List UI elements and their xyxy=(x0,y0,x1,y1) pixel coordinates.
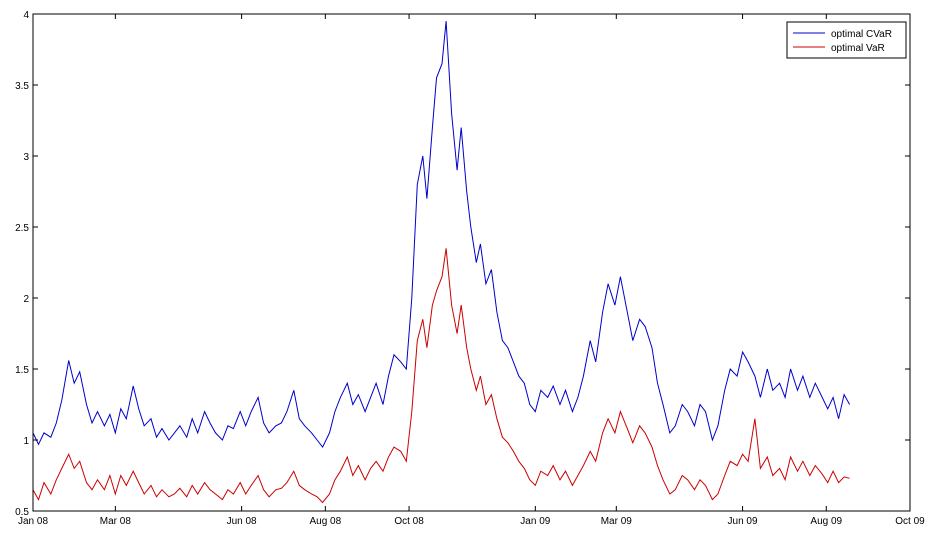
series-line-1 xyxy=(32,248,850,504)
x-tick-label: Jan 09 xyxy=(520,516,550,527)
legend-label-1: optimal VaR xyxy=(831,43,885,54)
x-tick-label: Oct 09 xyxy=(895,516,925,527)
legend-box xyxy=(786,21,907,59)
y-tick-label: 0.5 xyxy=(15,507,29,518)
legend-label-0: optimal CVaR xyxy=(831,29,892,40)
x-tick-label: Jan 08 xyxy=(18,516,48,527)
series-line-0 xyxy=(32,21,851,449)
y-tick-label: 3.5 xyxy=(15,81,29,92)
y-tick-label: 3 xyxy=(23,152,29,163)
x-tick-label: Mar 09 xyxy=(601,516,633,527)
y-tick-label: 4 xyxy=(23,10,29,21)
y-tick-label: 1.5 xyxy=(15,365,29,376)
x-tick-label: Oct 08 xyxy=(394,516,424,527)
legend: optimal CVaR optimal VaR xyxy=(786,21,907,59)
series-layer xyxy=(32,21,851,504)
x-tick-label: Jun 09 xyxy=(728,516,758,527)
x-tick-label: Aug 09 xyxy=(810,516,842,527)
axes-box xyxy=(32,13,911,512)
y-tick-label: 2 xyxy=(23,294,29,305)
x-tick-label: Aug 08 xyxy=(309,516,341,527)
x-tick-label: Jun 08 xyxy=(227,516,257,527)
y-tick-label: 2.5 xyxy=(15,223,29,234)
x-tick-label: Mar 08 xyxy=(100,516,132,527)
x-axis: Jan 08 Mar 08 Jun 08 Aug 08 Oct 08 Jan 09 Mar … xyxy=(18,14,925,527)
y-axis: 0.5 1 1.5 2 2.5 3 3.5 4 xyxy=(15,10,910,518)
plot-area xyxy=(33,14,910,511)
y-tick-label: 1 xyxy=(23,436,29,447)
